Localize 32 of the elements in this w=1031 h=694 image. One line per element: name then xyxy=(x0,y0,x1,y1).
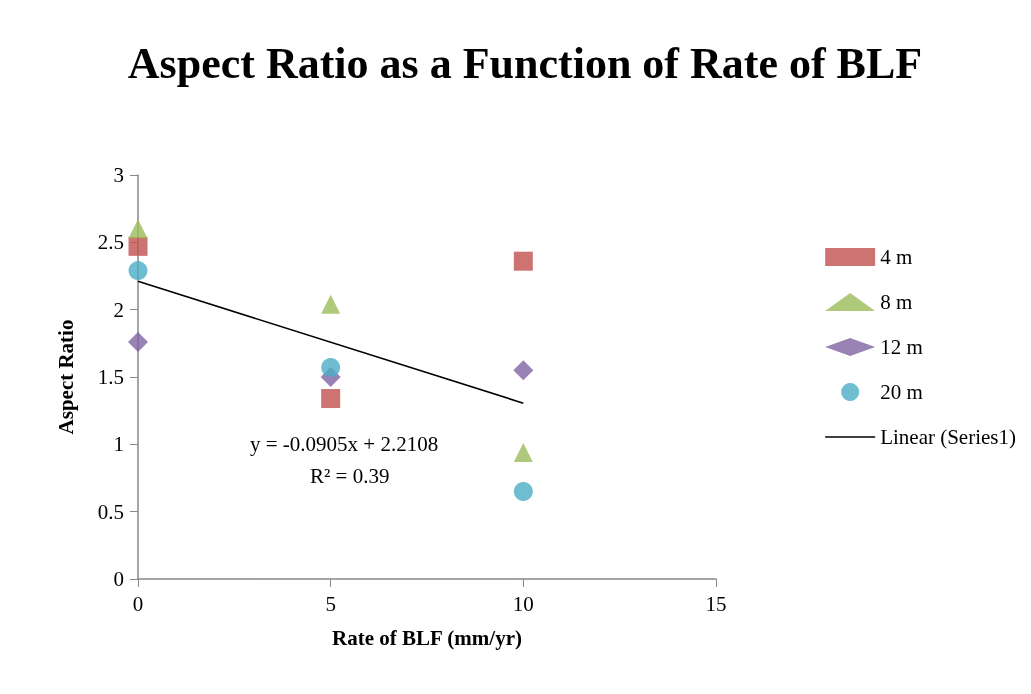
annotation: R² = 0.39 xyxy=(310,463,390,488)
point xyxy=(513,442,533,462)
point xyxy=(513,251,533,271)
y-tick-label: 0.5 xyxy=(97,499,124,524)
legend-label: 8 m xyxy=(880,290,913,314)
x-tick-label: 15 xyxy=(705,591,727,616)
y-tick-label: 0 xyxy=(113,567,124,591)
point xyxy=(128,219,148,239)
point xyxy=(321,389,341,409)
x-tick-label: 5 xyxy=(325,591,336,616)
legend-label: 4 m xyxy=(880,245,913,269)
point xyxy=(128,236,148,256)
x-axis-title: Rate of BLF (mm/yr) xyxy=(332,625,522,650)
legend-label: Linear (Series1) xyxy=(880,425,1017,449)
point xyxy=(321,294,341,314)
y-tick-label: 3 xyxy=(113,163,124,187)
y-tick-label: 2.5 xyxy=(97,230,124,255)
chart-title: Aspect Ratio as a Function of Rate of BLF xyxy=(126,38,924,90)
y-axis-title: Aspect Ratio xyxy=(53,319,78,435)
legend-label: 20 m xyxy=(880,380,923,404)
y-tick-label: 1.5 xyxy=(97,365,124,389)
point xyxy=(513,360,534,381)
y-tick-label: 2 xyxy=(113,297,124,322)
point xyxy=(128,331,148,352)
legend-label: 12 m xyxy=(880,335,923,359)
x-tick-label: 0 xyxy=(132,591,144,616)
y-tick-label: 1 xyxy=(113,432,124,457)
x-tick-label: 10 xyxy=(512,591,534,616)
point xyxy=(128,261,148,281)
annotation: y = -0.0905x + 2.2108 xyxy=(250,431,439,456)
point xyxy=(513,481,533,501)
point xyxy=(321,358,341,378)
